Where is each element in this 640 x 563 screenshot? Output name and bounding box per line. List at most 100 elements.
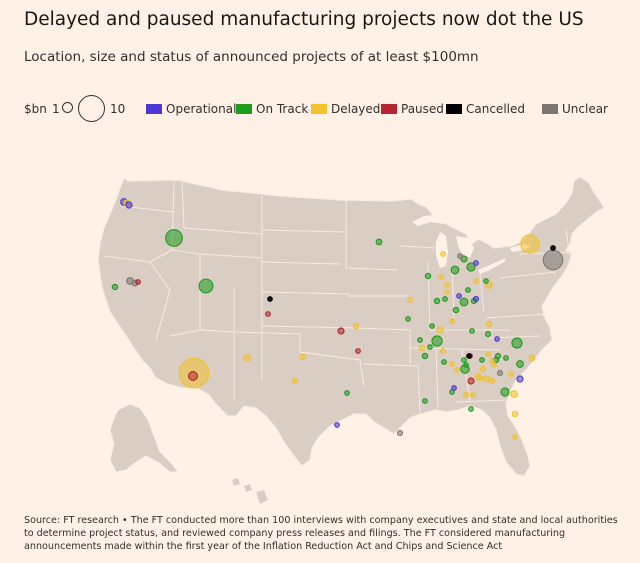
project-bubble-on-track [516, 360, 524, 368]
border-ne-ks [261, 291, 351, 295]
legend-item-on-track: On Track [236, 102, 308, 116]
project-bubble-on-track [465, 287, 471, 293]
project-bubble-delayed [438, 274, 444, 280]
project-bubble-on-track [427, 344, 433, 350]
project-bubble-on-track [460, 255, 468, 263]
border-oh-pa [479, 273, 485, 313]
project-bubble-delayed [510, 390, 518, 398]
project-bubble-delayed [477, 375, 483, 381]
project-bubbles [111, 198, 564, 440]
project-bubble-delayed [440, 348, 446, 354]
legend-swatch-cancelled [446, 104, 462, 114]
project-bubble-on-track [484, 330, 492, 338]
project-bubble-delayed [520, 234, 540, 254]
project-bubble-delayed [485, 351, 491, 357]
border-mt-wy [181, 179, 263, 235]
project-bubble-operational [334, 422, 340, 428]
project-bubble-delayed [473, 278, 479, 284]
legend: $bn 1 10 Operational On Track Delayed Pa… [24, 95, 624, 123]
legend-item-unclear: Unclear [542, 102, 608, 116]
border-ar-la [363, 363, 421, 413]
legend-item-cancelled: Cancelled [446, 102, 525, 116]
project-bubble-delayed [407, 297, 413, 303]
project-bubble-unclear [542, 249, 564, 271]
project-bubble-delayed [528, 354, 536, 362]
project-bubble-operational [473, 260, 479, 266]
project-bubble-on-track [483, 278, 489, 284]
project-bubble-on-track [511, 337, 523, 349]
legend-swatch-unclear [542, 104, 558, 114]
project-bubble-on-track [433, 297, 441, 305]
lake-erie [478, 258, 506, 274]
project-bubble-on-track [450, 265, 460, 275]
project-bubble-cancelled [550, 245, 556, 251]
border-mn-ia [345, 200, 399, 271]
project-bubble-on-track [469, 328, 475, 334]
project-bubble-delayed [488, 377, 496, 385]
hawaii-island-2 [244, 484, 252, 492]
border-sd-ne [261, 261, 341, 265]
border-co-nm [233, 288, 301, 335]
lake-superior [412, 214, 452, 226]
project-bubble-on-track [466, 262, 476, 272]
project-bubble-on-track [431, 335, 443, 347]
project-bubble-unclear [396, 429, 404, 437]
project-bubble-paused [467, 377, 475, 385]
project-bubble-paused [187, 370, 199, 382]
project-bubble-delayed [436, 326, 444, 334]
project-bubble-on-track [500, 387, 510, 397]
legend-label-paused: Paused [401, 102, 444, 116]
project-bubble-delayed [299, 353, 307, 361]
legend-swatch-paused [381, 104, 397, 114]
project-bubble-paused [355, 348, 361, 354]
project-bubble-delayed [462, 391, 470, 399]
border-ms-al [435, 349, 439, 409]
legend-size-large-value: 10 [110, 102, 126, 116]
state-borders [103, 179, 575, 413]
project-bubble-delayed [291, 377, 299, 385]
project-bubble-delayed [449, 361, 455, 367]
project-bubble-delayed [352, 322, 360, 330]
legend-size-small-circle [62, 102, 73, 113]
us-landmass [97, 176, 605, 504]
border-mo-ar [355, 327, 411, 364]
project-bubble-delayed [243, 354, 251, 362]
legend-label-unclear: Unclear [562, 102, 608, 116]
legend-item-paused: Paused [381, 102, 444, 116]
legend-swatch-operational [146, 104, 162, 114]
project-bubble-on-track [417, 337, 423, 343]
border-west-coast-states [103, 255, 171, 341]
project-bubble-on-track [452, 306, 460, 314]
project-bubble-on-track [422, 398, 428, 404]
legend-label-on-track: On Track [256, 102, 309, 116]
border-ga-fl [455, 399, 511, 403]
project-bubble-cancelled [466, 353, 472, 359]
project-bubble-on-track [111, 283, 119, 291]
project-bubble-delayed [440, 251, 446, 257]
project-bubble-delayed [479, 365, 487, 373]
project-bubble-unclear [457, 253, 463, 259]
project-bubble-cancelled [267, 296, 273, 302]
border-ok-tx [299, 334, 365, 387]
border-nd-sd [261, 229, 347, 233]
chart-subtitle: Location, size and status of announced p… [24, 49, 479, 65]
project-bubble-on-track [479, 357, 485, 363]
project-bubble-delayed [508, 371, 514, 377]
project-bubble-paused [135, 279, 141, 285]
project-bubble-paused [265, 311, 271, 317]
project-bubble-delayed [482, 375, 490, 383]
project-bubble-operational [451, 385, 457, 391]
legend-item-operational: Operational [146, 102, 236, 116]
border-pa-ny [499, 271, 557, 279]
project-bubble-on-track [429, 323, 435, 329]
border-new-england [565, 229, 571, 257]
source-note: Source: FT research • The FT conducted m… [24, 515, 618, 552]
project-bubble-delayed [470, 392, 476, 398]
project-bubble-on-track [494, 352, 502, 360]
hawaii-island-3 [256, 490, 268, 504]
contiguous-us-shape [97, 176, 605, 477]
project-bubble-on-track [424, 272, 432, 280]
project-bubble-on-track [165, 229, 183, 247]
project-bubble-delayed [444, 282, 450, 288]
legend-size-unit: $bn [24, 102, 47, 116]
